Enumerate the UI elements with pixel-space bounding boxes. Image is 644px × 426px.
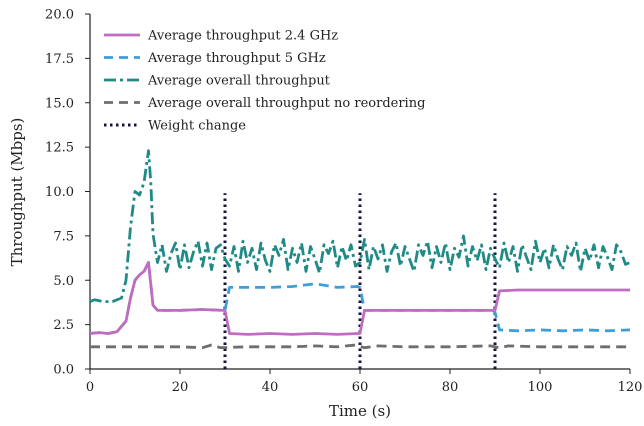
y-tick-label: 20.0 [45, 8, 74, 23]
axes [89, 14, 630, 370]
y-tick-label: 15.0 [45, 96, 74, 111]
legend: Average throughput 2.4 GHz Average throug… [104, 29, 425, 134]
series-lines [89, 149, 631, 350]
series-line-2 [89, 261, 631, 335]
y-tick-label: 0.0 [53, 363, 74, 378]
y-tick-group: 0.0 2.5 5.0 7.5 10.0 12.5 15.0 17.5 20.0 [45, 8, 90, 378]
series-line-4 [90, 343, 630, 350]
y-axis-label: Throughput (Mbps) [8, 118, 26, 267]
x-axis-label: Time (s) [329, 402, 391, 420]
series-line-3 [89, 149, 631, 303]
y-tick-label: 7.5 [53, 229, 74, 244]
legend-label: Average throughput 2.4 GHz [147, 29, 338, 44]
x-tick-label: 20 [172, 380, 189, 395]
y-tick-label: 17.5 [45, 52, 74, 67]
legend-label: Weight change [148, 119, 246, 134]
y-tick-label: 2.5 [53, 318, 74, 333]
x-tick-label: 80 [442, 380, 459, 395]
legend-label: Average throughput 5 GHz [147, 51, 326, 66]
legend-label: Average overall throughput no reordering [147, 96, 425, 111]
x-tick-label: 100 [528, 380, 553, 395]
x-tick-label: 0 [86, 380, 94, 395]
x-tick-label: 120 [618, 380, 643, 395]
x-tick-label: 40 [262, 380, 279, 395]
series-line-1 [89, 261, 630, 336]
x-tick-group: 0 20 40 60 80 100 120 [86, 369, 643, 395]
legend-label: Average overall throughput [147, 74, 331, 89]
y-tick-label: 12.5 [45, 141, 74, 156]
weight-change-lines [223, 193, 497, 369]
y-tick-label: 10.0 [45, 185, 74, 200]
x-tick-label: 60 [352, 380, 369, 395]
y-tick-label: 5.0 [53, 274, 74, 289]
